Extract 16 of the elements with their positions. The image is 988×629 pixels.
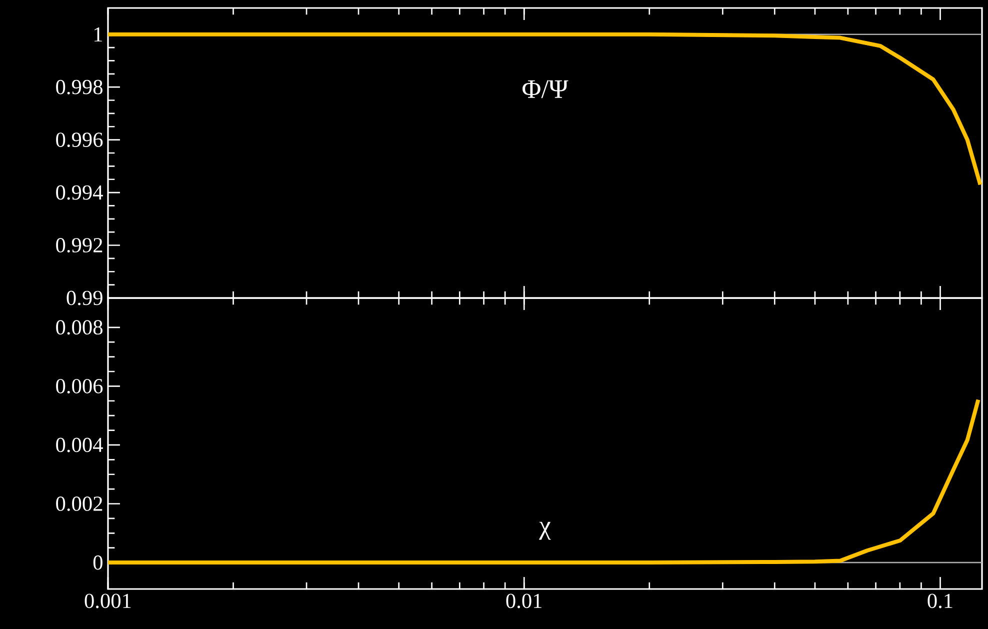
y-tick-label: 0.008 bbox=[56, 320, 102, 335]
series-label: Φ/Ψ bbox=[522, 80, 568, 98]
y-tick-label: 0.994 bbox=[56, 185, 103, 200]
y-tick-label: 0 bbox=[93, 555, 102, 570]
y-tick-label: 0.998 bbox=[56, 80, 102, 94]
x-tick-label: 0.1 bbox=[928, 594, 952, 608]
x-tick-label: 0.001 bbox=[84, 594, 131, 608]
y-tick-label: 0.004 bbox=[56, 438, 103, 452]
x-tick-label: 0.01 bbox=[506, 594, 542, 608]
y-tick-label: 1 bbox=[94, 27, 102, 42]
y-tick-label: 0.992 bbox=[56, 238, 102, 253]
y-tick-label: 0.002 bbox=[56, 496, 102, 511]
y-tick-label: 0.006 bbox=[56, 378, 103, 394]
series-label: χ bbox=[539, 522, 551, 540]
y-tick-label: 0.99 bbox=[66, 290, 102, 306]
y-tick-label: 0.996 bbox=[56, 132, 103, 148]
